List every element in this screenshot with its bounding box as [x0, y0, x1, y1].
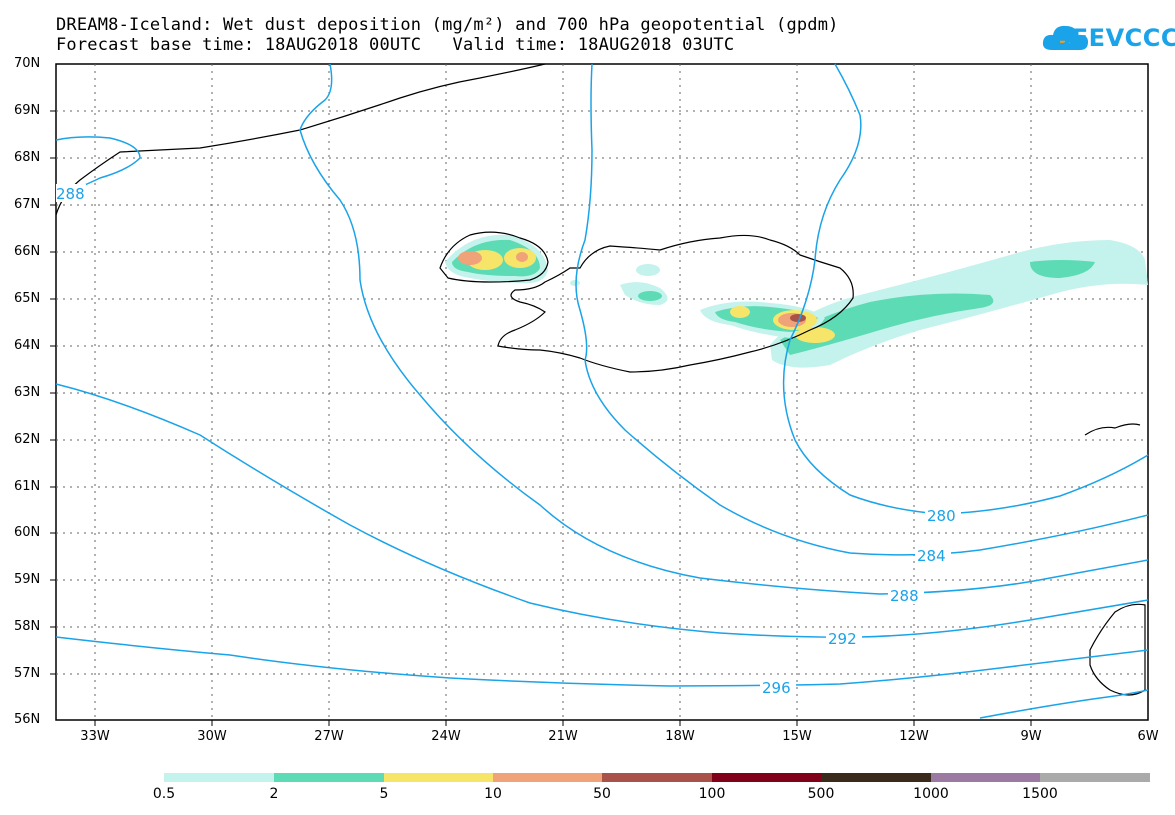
cloud-logo-icon	[1042, 25, 1088, 50]
lon-label: 21W	[548, 729, 578, 744]
contour-se-corner	[979, 689, 1149, 719]
lon-label: 9W	[1020, 729, 1042, 744]
contour-280	[782, 63, 1149, 515]
contour-label: 288	[890, 587, 919, 605]
lat-label: 63N	[14, 385, 41, 400]
lat-label: 56N	[14, 712, 41, 727]
scotland-coastline	[1089, 603, 1146, 696]
legend-label: 0.5	[152, 786, 176, 802]
lon-label: 30W	[197, 729, 227, 744]
contour-label: 292	[828, 630, 857, 648]
lon-label: 18W	[665, 729, 695, 744]
contour-label: 296	[762, 679, 791, 697]
contour-284	[575, 63, 1149, 556]
map-title: DREAM8-Iceland: Wet dust deposition (mg/…	[56, 15, 839, 35]
map-frame	[55, 63, 1149, 721]
grid-lines	[56, 64, 1148, 720]
lon-label: 33W	[80, 729, 110, 744]
lat-label: 70N	[14, 56, 41, 71]
lat-label: 57N	[14, 666, 41, 681]
contour-label: 284	[917, 547, 946, 565]
legend-label: 500	[807, 786, 835, 802]
geopotential-contours	[55, 63, 1149, 719]
lat-label: 61N	[14, 479, 41, 494]
contour-labels: 280 284 288 292 296 288	[56, 184, 961, 697]
lat-label: 68N	[14, 150, 41, 165]
norway-coastline-north	[1084, 423, 1141, 436]
legend-color-bar	[164, 773, 1150, 782]
lat-label: 59N	[14, 572, 41, 587]
legend-label: 10	[484, 786, 502, 802]
dust-plume-east-green	[780, 293, 994, 355]
coastlines	[55, 63, 1146, 696]
lat-label: 62N	[14, 432, 41, 447]
lon-label: 24W	[431, 729, 461, 744]
lat-label: 69N	[14, 103, 41, 118]
legend-label: 5	[379, 786, 389, 802]
dust-deposition-field	[445, 234, 1148, 368]
contour-292	[55, 383, 1149, 638]
map-subtitle: Forecast base time: 18AUG2018 00UTC Vali…	[56, 35, 735, 55]
legend-label: 50	[593, 786, 611, 802]
lat-label: 64N	[14, 338, 41, 353]
greenland-coastline	[55, 63, 546, 216]
lat-label: 65N	[14, 291, 41, 306]
legend-label: 100	[698, 786, 726, 802]
lon-label: 12W	[899, 729, 929, 744]
lon-label: 27W	[314, 729, 344, 744]
iceland-coastline	[497, 234, 854, 373]
contour-label: 280	[927, 507, 956, 525]
lat-label: 67N	[14, 197, 41, 212]
westfjords-coastline	[439, 231, 549, 283]
lon-label: 15W	[782, 729, 812, 744]
lat-label: 66N	[14, 244, 41, 259]
logo-text: SEEVCCC	[1054, 24, 1175, 52]
lat-label: 60N	[14, 525, 41, 540]
dust-patch-far-east	[1030, 260, 1095, 278]
contour-296	[55, 636, 1149, 687]
legend-label: 1500	[1022, 786, 1058, 802]
contour-288	[299, 63, 1149, 595]
contour-label: 288	[56, 185, 85, 203]
lat-label: 58N	[14, 619, 41, 634]
lon-label: 6W	[1137, 729, 1159, 744]
legend-label: 2	[269, 786, 279, 802]
legend-label: 1000	[913, 786, 949, 802]
